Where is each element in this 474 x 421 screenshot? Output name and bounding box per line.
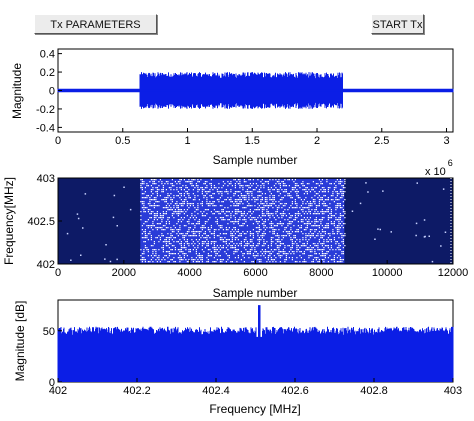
time-plot-y-ticks: 0.4 0.2 0 -0.2 -0.4 (36, 49, 62, 134)
x-tick-label: 2.5 (374, 135, 389, 147)
x-tick-label: 3 (443, 135, 449, 147)
y-tick-label: 402.5 (27, 216, 55, 228)
x-tick-label: 4000 (177, 267, 201, 279)
y-tick-label: 0 (49, 86, 55, 98)
time-domain-plot: 0 0.5 1 1.5 2 2.5 3 0.4 0.2 0 -0.2 -0.4 Sample num… (10, 48, 454, 178)
spectrogram-burst-region (140, 179, 345, 263)
x-tick-label: 12000 (438, 267, 469, 279)
spectrum-y-ticks: 50 0 (43, 326, 62, 389)
spectrum-x-ticks: 402 402.2 402.4 402.6 402.8 403 (49, 378, 462, 397)
x-tick-label: 2 (314, 135, 320, 147)
spectrogram-y-label: Frequency[MHz] (2, 177, 16, 265)
x-tick-label: 10000 (372, 267, 403, 279)
start-tx-button[interactable]: START Tx (371, 14, 424, 34)
y-tick-label: 50 (43, 326, 55, 338)
spectrum-signal (57, 305, 454, 382)
spectrogram-cells (66, 178, 452, 264)
x-tick-label: 2000 (112, 267, 136, 279)
time-plot-y-label: Magnitude (10, 63, 24, 119)
x-tick-label: 403 (444, 385, 462, 397)
x-tick-label: 0.5 (115, 135, 130, 147)
x-tick-label: 6000 (243, 267, 267, 279)
spectrum-trace (57, 305, 454, 382)
x-tick-label: 1 (184, 135, 190, 147)
time-plot-x-ticks: 0 0.5 1 1.5 2 2.5 3 (55, 128, 450, 147)
y-tick-label: 0.4 (40, 49, 55, 61)
y-tick-label: -0.4 (36, 122, 55, 134)
x-tick-label: 402.8 (360, 385, 388, 397)
y-tick-label: 403 (37, 173, 55, 185)
y-tick-label: 0 (49, 377, 55, 389)
spectrum-x-label: Frequency [MHz] (209, 402, 300, 416)
spectrogram-plot: 0 2000 4000 6000 8000 10000 12000 403402.5402 … (2, 173, 468, 300)
x-tick-label: 1.5 (245, 135, 260, 147)
y-tick-label: -0.2 (36, 104, 55, 116)
x-tick-label: 402.6 (281, 385, 309, 397)
spectrum-y-label: Magnitude [dB] (13, 301, 27, 382)
x-tick-label: 402.4 (202, 385, 230, 397)
x-tick-label: 402 (49, 385, 67, 397)
spectrogram-x-ticks: 0 2000 4000 6000 8000 10000 12000 (55, 260, 468, 279)
spectrogram-y-ticks: 403 402.5 402 (27, 173, 62, 271)
x-multiplier-base: x 10 (425, 166, 446, 178)
spectrogram-x-label: Sample number (213, 286, 298, 300)
time-plot-x-multiplier: x 106 (425, 158, 453, 178)
spectrum-plot: 402 402.2 402.4 402.6 402.8 403 50 0 Frequency… (13, 299, 462, 416)
y-tick-label: 0.2 (40, 67, 55, 79)
x-tick-label: 8000 (309, 267, 333, 279)
x-tick-label: 0 (55, 135, 61, 147)
x-tick-label: 0 (55, 267, 61, 279)
spectrogram-burst-energy (140, 179, 346, 263)
tx-parameters-button[interactable]: Tx PARAMETERS (34, 14, 157, 34)
x-tick-label: 402.2 (123, 385, 151, 397)
y-tick-label: 402 (37, 259, 55, 271)
x-multiplier-exponent: 6 (448, 158, 453, 168)
time-plot-x-label: Sample number (213, 153, 298, 167)
